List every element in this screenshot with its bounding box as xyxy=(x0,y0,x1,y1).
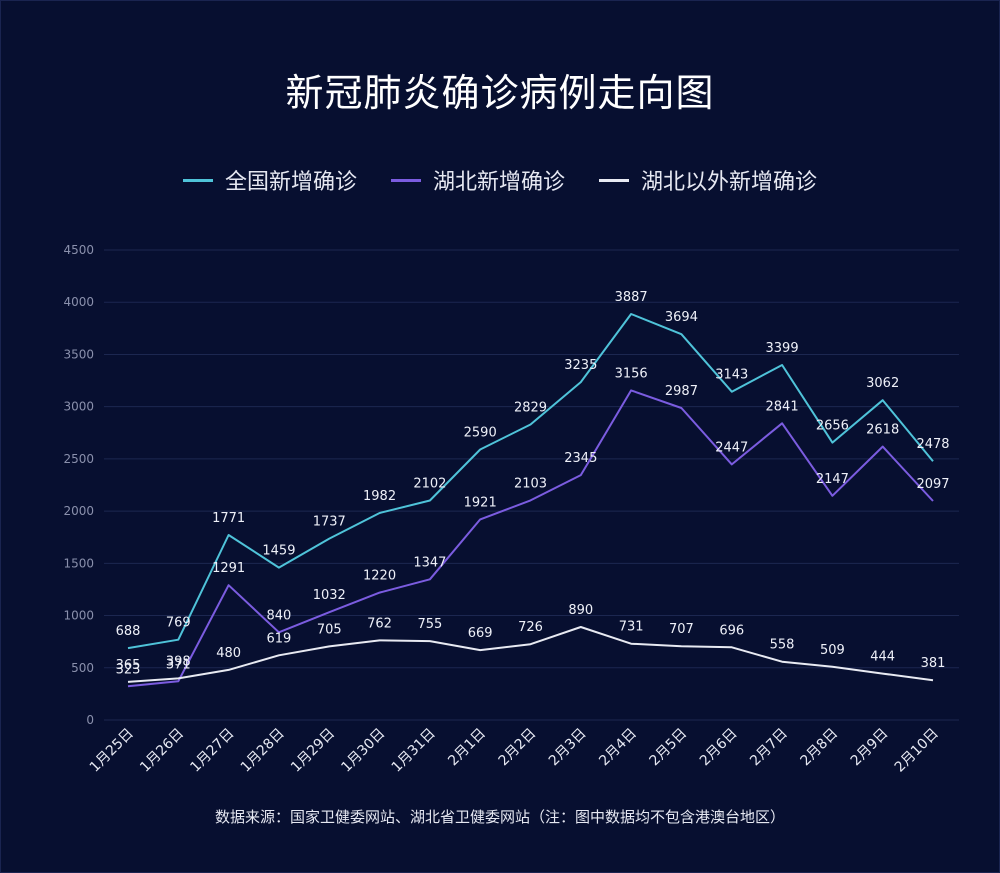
y-tick-label: 3500 xyxy=(63,347,94,361)
data-label-national: 2590 xyxy=(464,425,497,440)
x-tick-label: 2月8日 xyxy=(797,726,841,770)
legend-label-national: 全国新增确诊 xyxy=(224,170,357,195)
y-tick-label: 0 xyxy=(86,713,94,727)
data-label-national: 2102 xyxy=(413,476,446,491)
data-label-national: 688 xyxy=(116,624,141,639)
data-label-hubei: 2987 xyxy=(665,384,698,399)
data-label-hubei: 1921 xyxy=(464,495,497,510)
chart-title: 新冠肺炎确诊病例走向图 xyxy=(285,71,715,115)
data-label-hubei: 2447 xyxy=(715,440,748,455)
data-label-outside-hubei: 398 xyxy=(166,654,191,669)
x-tick-label: 2月9日 xyxy=(848,726,892,770)
y-tick-label: 3000 xyxy=(63,400,94,414)
x-tick-label: 2月10日 xyxy=(892,726,942,776)
series-line-hubei xyxy=(127,389,934,688)
y-tick-label: 1000 xyxy=(63,609,94,623)
legend-item-hubei: 湖北新增确诊 xyxy=(390,164,565,196)
data-label-hubei: 3156 xyxy=(615,366,648,381)
data-label-outside-hubei: 705 xyxy=(317,622,342,637)
series-line-outside-hubei xyxy=(127,626,934,683)
data-label-outside-hubei: 365 xyxy=(116,658,141,673)
y-tick-label: 500 xyxy=(71,661,94,675)
data-label-hubei: 2618 xyxy=(866,423,899,438)
legend-swatch-outside-hubei xyxy=(599,178,629,182)
x-tick-label: 1月26日 xyxy=(137,726,187,776)
y-tick-label: 2000 xyxy=(63,504,94,518)
data-label-hubei: 840 xyxy=(267,608,292,623)
x-tick-label: 1月30日 xyxy=(338,726,388,776)
legend-item-outside-hubei: 湖北以外新增确诊 xyxy=(599,164,817,196)
data-label-national: 1459 xyxy=(262,544,295,559)
data-label-national: 3887 xyxy=(615,290,648,305)
data-label-national: 3694 xyxy=(665,310,698,325)
data-label-hubei: 1347 xyxy=(413,555,446,570)
x-tick-label: 2月1日 xyxy=(445,726,489,770)
legend-swatch-hubei xyxy=(390,178,421,182)
data-label-hubei: 1032 xyxy=(313,588,346,603)
data-label-national: 1771 xyxy=(212,511,245,526)
y-tick-label: 2500 xyxy=(63,452,94,466)
data-label-national: 3235 xyxy=(564,358,597,373)
x-tick-label: 1月31日 xyxy=(389,726,439,776)
x-tick-label: 1月25日 xyxy=(87,726,137,776)
data-label-hubei: 323 xyxy=(116,662,141,677)
legend-label-outside-hubei: 湖北以外新增确诊 xyxy=(641,170,818,195)
y-tick-label: 1500 xyxy=(63,556,94,570)
data-label-national: 1737 xyxy=(313,515,346,530)
data-label-hubei: 2097 xyxy=(916,477,949,492)
legend-label-hubei: 湖北新增确诊 xyxy=(432,170,565,195)
data-label-outside-hubei: 762 xyxy=(367,616,392,631)
data-label-outside-hubei: 619 xyxy=(267,631,292,646)
data-label-outside-hubei: 707 xyxy=(669,622,694,637)
y-tick-label: 4000 xyxy=(63,295,94,309)
legend: 全国新增确诊 湖北新增确诊 湖北以外新增确诊 xyxy=(0,164,1000,196)
x-tick-label: 1月28日 xyxy=(238,726,288,776)
x-tick-label: 2月5日 xyxy=(647,726,691,770)
data-label-outside-hubei: 890 xyxy=(568,603,593,618)
data-label-hubei: 1220 xyxy=(363,569,396,584)
data-label-outside-hubei: 726 xyxy=(518,620,543,635)
x-tick-label: 2月7日 xyxy=(747,726,791,770)
data-label-national: 2478 xyxy=(916,437,949,452)
data-label-hubei: 2147 xyxy=(816,472,849,487)
data-label-outside-hubei: 669 xyxy=(468,626,493,641)
data-label-national: 3062 xyxy=(866,376,899,391)
data-label-outside-hubei: 480 xyxy=(216,646,241,661)
data-label-hubei: 2345 xyxy=(564,451,597,466)
x-tick-label: 1月29日 xyxy=(288,726,338,776)
x-tick-label: 2月3日 xyxy=(546,726,590,770)
legend-swatch-national xyxy=(182,178,213,182)
data-label-outside-hubei: 755 xyxy=(417,617,442,632)
data-label-hubei: 2103 xyxy=(514,476,547,491)
series-line-national xyxy=(127,313,934,650)
data-label-outside-hubei: 444 xyxy=(870,650,895,665)
data-label-hubei: 371 xyxy=(166,657,191,672)
y-tick-label: 4500 xyxy=(63,243,94,257)
data-label-national: 1982 xyxy=(363,489,396,504)
data-label-hubei: 1291 xyxy=(212,561,245,576)
data-label-outside-hubei: 509 xyxy=(820,643,845,658)
x-tick-label: 2月2日 xyxy=(496,726,540,770)
data-label-national: 2656 xyxy=(816,419,849,434)
x-tick-label: 2月6日 xyxy=(697,726,741,770)
source-note: 数据来源：国家卫健委网站、湖北省卫健委网站（注：图中数据均不包含港澳台地区） xyxy=(214,808,785,826)
data-label-national: 3399 xyxy=(766,341,799,356)
x-tick-label: 2月4日 xyxy=(596,726,640,770)
data-label-national: 2829 xyxy=(514,401,547,416)
data-label-outside-hubei: 731 xyxy=(619,620,644,635)
data-label-outside-hubei: 558 xyxy=(770,638,795,653)
legend-item-national: 全国新增确诊 xyxy=(182,164,357,196)
data-label-national: 3143 xyxy=(715,368,748,383)
data-label-outside-hubei: 696 xyxy=(719,623,744,638)
data-label-national: 769 xyxy=(166,616,191,631)
x-tick-label: 1月27日 xyxy=(187,726,237,776)
data-label-hubei: 2841 xyxy=(766,399,799,414)
data-label-outside-hubei: 381 xyxy=(921,656,946,671)
